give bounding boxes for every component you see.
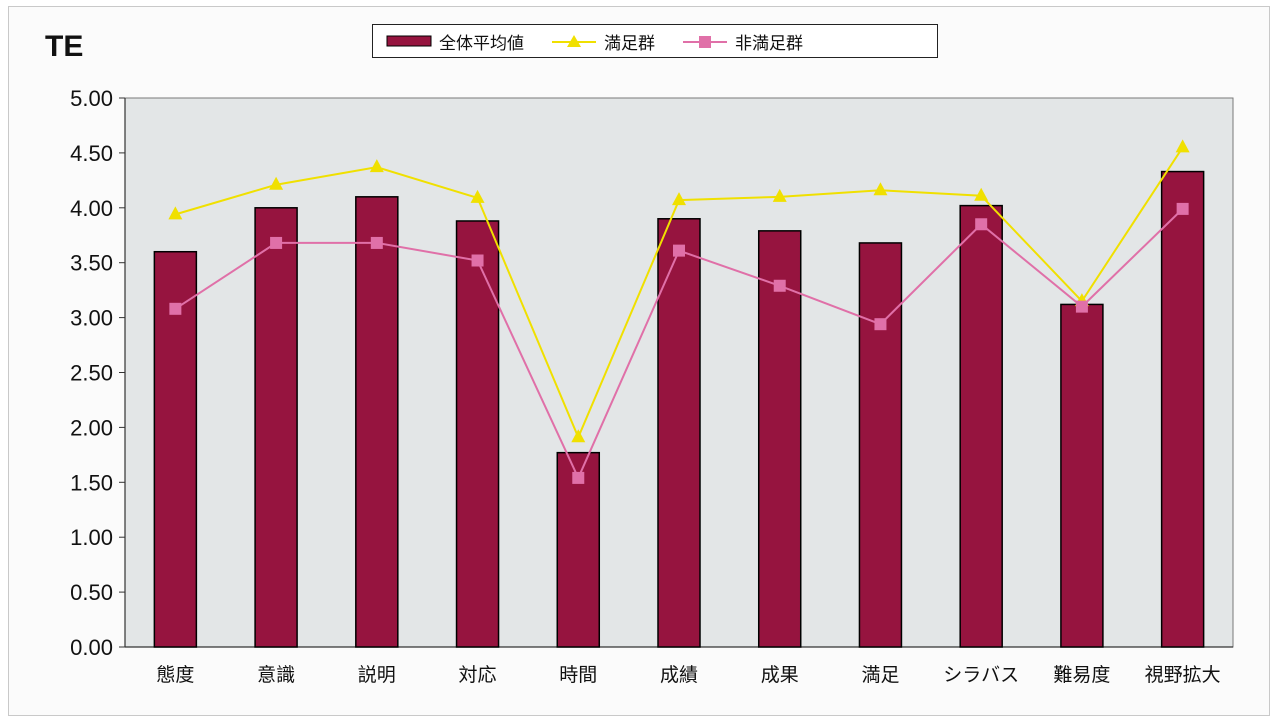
square-point [471, 254, 484, 267]
legend-triangle-swatch [552, 35, 596, 47]
legend-item-series-0: 全体平均値 [385, 29, 524, 54]
x-tick-label: 視野拡大 [1145, 664, 1221, 686]
chart-title: TE [45, 30, 84, 63]
triangle-point [470, 189, 485, 203]
x-tick-label: 難易度 [1053, 664, 1110, 686]
x-tick-label: 対応 [459, 664, 497, 686]
y-tick-label: 4.00 [70, 196, 113, 221]
y-tick-label: 1.50 [70, 470, 113, 495]
bar [153, 250, 198, 648]
legend-label-series-2: 非満足群 [735, 33, 803, 54]
y-tick-label: 0.50 [70, 580, 113, 605]
y-tick-label: 4.50 [70, 141, 113, 166]
square-point [874, 318, 887, 331]
legend-label-series-0: 全体平均値 [439, 33, 524, 54]
bar [254, 207, 298, 648]
triangle-point [672, 192, 686, 206]
square-point [1075, 300, 1088, 313]
bar [657, 218, 701, 648]
x-tick-label: 満足 [861, 664, 899, 686]
triangle-point [369, 159, 384, 173]
square-point [1176, 202, 1189, 215]
square-point [270, 236, 283, 249]
x-tick-label: 成果 [761, 664, 799, 686]
y-tick-label: 2.00 [70, 415, 113, 440]
y-tick-label: 2.50 [70, 361, 113, 386]
triangle-point [1175, 139, 1190, 153]
legend-item-series-2: 非満足群 [681, 29, 803, 54]
triangle-point [974, 187, 989, 201]
x-tick-label: シラバス [943, 664, 1019, 686]
triangle-point [269, 176, 284, 190]
legend-square-swatch [683, 36, 727, 48]
bar [1060, 303, 1104, 648]
triangle-point [168, 206, 183, 220]
square-point [673, 244, 685, 257]
bar [355, 196, 399, 648]
triangle-point [873, 182, 888, 196]
bar [757, 230, 802, 648]
legend-item-series-1: 満足群 [550, 29, 655, 54]
x-tick-label: 時間 [559, 664, 597, 686]
legend-label-series-1: 満足群 [604, 33, 655, 54]
x-tick-label: 成績 [660, 664, 698, 686]
bar [1160, 170, 1205, 648]
bar [556, 451, 601, 648]
triangle-point [772, 188, 787, 202]
legend-bar-swatch [386, 35, 432, 47]
square-point [572, 471, 585, 484]
bar [455, 220, 500, 648]
triangle-point [571, 429, 586, 443]
x-tick-label: 意識 [257, 664, 295, 686]
y-tick-label: 1.00 [70, 525, 113, 550]
square-point [773, 279, 786, 292]
bar [959, 204, 1003, 648]
y-tick-label: 5.00 [70, 86, 113, 111]
square-point [975, 218, 988, 231]
bar [858, 242, 903, 648]
y-tick-label: 3.00 [70, 306, 113, 331]
square-point [169, 302, 182, 315]
x-tick-label: 説明 [358, 664, 396, 686]
y-tick-label: 3.50 [70, 251, 113, 276]
legend: 全体平均値 満足群 非満足群 [372, 24, 938, 58]
x-tick-label: 態度 [156, 664, 194, 686]
y-tick-label: 0.00 [70, 635, 113, 660]
square-point [370, 236, 383, 249]
